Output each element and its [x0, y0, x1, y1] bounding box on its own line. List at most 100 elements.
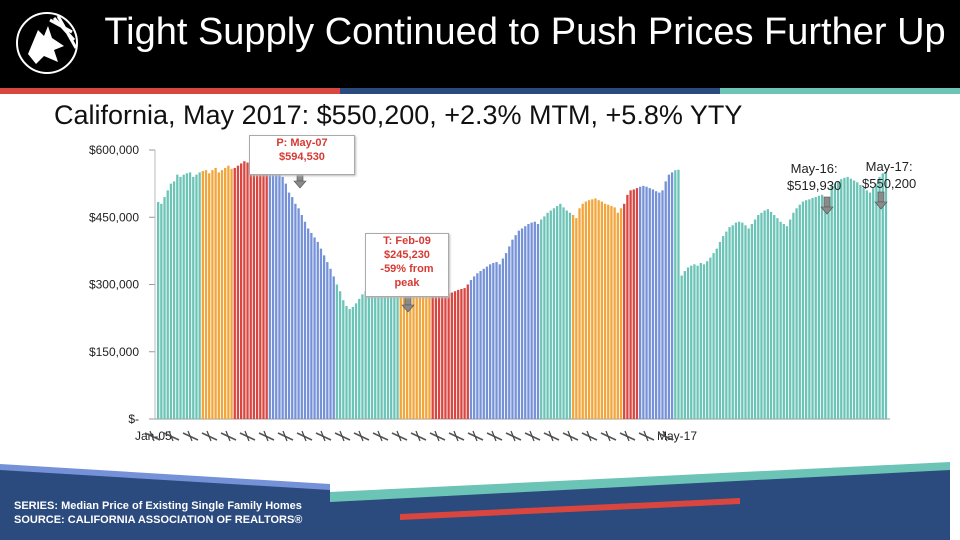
bar [591, 199, 594, 419]
bar [230, 168, 233, 419]
bar [421, 282, 425, 419]
bar [351, 306, 355, 419]
bar [776, 218, 779, 419]
bar [428, 285, 431, 419]
bar [594, 198, 597, 419]
bar [214, 167, 217, 419]
bar [201, 171, 204, 419]
bar [476, 273, 479, 419]
bar [457, 289, 460, 419]
bar [597, 200, 600, 419]
bar [287, 192, 291, 419]
bar [176, 174, 179, 419]
bar [236, 165, 240, 419]
bar [670, 172, 674, 419]
bar [412, 273, 415, 419]
bar [195, 174, 198, 419]
bar [773, 215, 776, 419]
bar [297, 208, 300, 419]
bar [865, 190, 868, 419]
bar [399, 277, 402, 419]
bar [227, 165, 230, 419]
bar [307, 228, 310, 419]
bar [374, 286, 377, 419]
bar [536, 223, 540, 419]
bar [364, 291, 367, 419]
bar [380, 285, 383, 419]
bar [501, 258, 505, 419]
bar [169, 183, 173, 420]
bar [712, 253, 715, 419]
peak-label: P: May-07 [276, 137, 328, 149]
bar [881, 173, 884, 419]
bar [265, 154, 268, 420]
bar [208, 173, 211, 419]
bar [699, 262, 702, 419]
bar [792, 212, 795, 419]
bar [431, 286, 434, 419]
bar [386, 282, 390, 419]
bar [338, 291, 342, 419]
bar [817, 195, 821, 419]
bar [217, 172, 220, 419]
bar [342, 300, 345, 419]
bar [760, 212, 763, 419]
bar [294, 203, 297, 419]
chart-subtitle: California, May 2017: $550,200, +2.3% MT… [54, 100, 743, 130]
bar [313, 237, 316, 419]
bar [610, 206, 613, 419]
bar [527, 223, 530, 419]
bar [405, 276, 409, 419]
bar [562, 207, 565, 419]
bar [782, 223, 785, 419]
bar [728, 227, 731, 419]
bar [188, 172, 192, 419]
bar [559, 203, 562, 419]
bar [460, 288, 463, 419]
bar [444, 292, 447, 419]
bar [862, 188, 865, 419]
bar [316, 241, 319, 419]
may17-arrow-icon [874, 191, 888, 210]
bar [281, 176, 284, 419]
bar [556, 206, 559, 419]
bar [814, 197, 817, 419]
bar [524, 226, 527, 419]
bar [801, 201, 805, 419]
bar [383, 284, 386, 419]
bar [763, 210, 766, 419]
bar [310, 232, 313, 419]
bar [240, 163, 243, 419]
bar [393, 280, 396, 419]
bar [549, 210, 552, 419]
bar [275, 161, 278, 419]
trough-value: $245,230 [384, 249, 430, 261]
bar [811, 197, 814, 419]
may17-value: $550,200 [862, 176, 917, 191]
bar [680, 275, 683, 419]
bar [157, 202, 160, 419]
bar [875, 183, 878, 420]
may17-annotation: May-17: $550,200 [862, 158, 916, 192]
bar [878, 176, 881, 419]
bar [753, 219, 757, 419]
bar [450, 292, 453, 419]
bar [661, 190, 664, 419]
bar [603, 203, 607, 419]
bar [623, 203, 626, 419]
bar [259, 158, 262, 419]
x-tick-label-end: May-17 [657, 429, 697, 443]
bar [757, 215, 760, 419]
bar [632, 189, 635, 419]
bar [642, 185, 645, 419]
bar [396, 282, 399, 419]
bar [479, 271, 482, 419]
bar [345, 306, 348, 419]
bar [252, 159, 256, 420]
bar [447, 293, 450, 419]
bar [482, 268, 485, 419]
bar [220, 170, 224, 419]
bar [179, 176, 182, 419]
bar-chart: $- $150,000 $300,000 $450,000 $600,000 Jan-05… [89, 143, 890, 443]
bar [824, 198, 827, 419]
